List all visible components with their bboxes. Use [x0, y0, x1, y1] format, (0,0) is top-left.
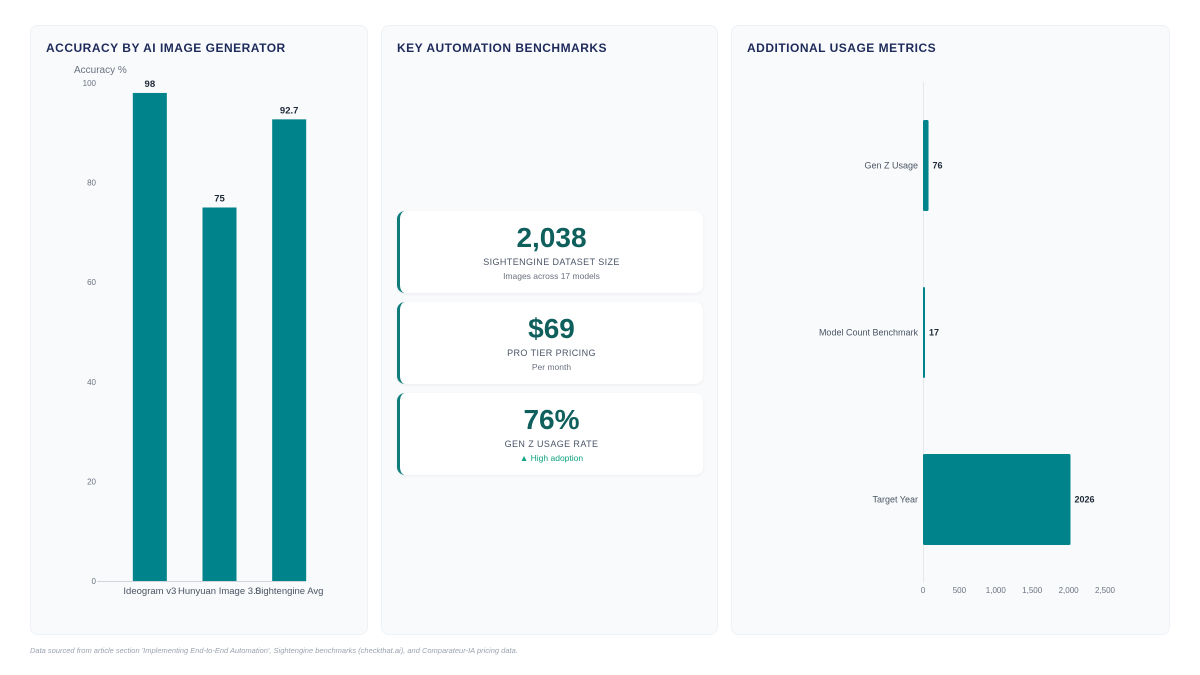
y-tick-label: 80: [87, 179, 96, 188]
x-tick-label: Ideogram v3: [123, 586, 176, 597]
kpi-trend-text: ▲ High adoption: [519, 453, 584, 463]
kpi-value: 2,038: [516, 222, 587, 253]
bar-1: [923, 287, 925, 378]
y-tick-label: 100: [83, 79, 97, 88]
data-label: 75: [214, 194, 225, 205]
data-label: 17: [929, 328, 939, 338]
kpi-card-dataset-size: 2,038 SIGHTENGINE DATASET SIZE Images ac…: [397, 211, 703, 293]
bar-2: [923, 454, 1071, 545]
y-tick-label: 0: [92, 577, 97, 586]
kpi-value: $69: [528, 313, 575, 344]
x-tick-label: 0: [921, 586, 926, 595]
bar-1: [202, 207, 237, 581]
benchmarks-panel: KEY AUTOMATION BENCHMARKS 2,038 SIGHTENG…: [381, 25, 718, 635]
x-tick-label: Hunyuan Image 3.0: [178, 586, 261, 597]
x-tick-label: Sightengine Avg: [255, 586, 324, 597]
y-tick-label: Gen Z Usage: [864, 161, 918, 171]
x-tick-label: 2,000: [1059, 586, 1080, 595]
usage-hbar-chart: 0 500 1,000 1,500 2,000 2,500 76 Gen Z Usage 17 M…: [819, 82, 1116, 595]
data-label: 76: [933, 161, 943, 171]
y-tick-label: 60: [87, 278, 96, 287]
y-tick-label: 40: [87, 378, 96, 387]
bar-2: [272, 119, 307, 581]
kpi-subtext: Per month: [531, 362, 572, 372]
accuracy-chart-title: ACCURACY BY AI IMAGE GENERATOR: [46, 41, 286, 55]
x-tick-label: 1,000: [986, 586, 1007, 595]
kpi-label: SIGHTENGINE DATASET SIZE: [483, 257, 620, 267]
data-label: 2026: [1074, 495, 1094, 505]
kpi-card-pro-pricing: $69 PRO TIER PRICING Per month: [397, 302, 703, 384]
kpi-label: GEN Z USAGE RATE: [504, 439, 599, 449]
kpi-subtext: Images across 17 models: [503, 271, 600, 281]
bar-0: [132, 92, 167, 582]
y-tick-label: Model Count Benchmark: [819, 328, 919, 338]
bar-0: [923, 120, 929, 211]
y-tick-label: 20: [87, 477, 96, 486]
kpi-value: 76%: [523, 404, 580, 435]
kpi-label: PRO TIER PRICING: [507, 348, 596, 358]
y-axis-label: Accuracy %: [74, 65, 127, 76]
data-label: 98: [145, 79, 156, 90]
data-label: 92.7: [280, 105, 299, 116]
x-tick-label: 2,500: [1095, 586, 1116, 595]
source-footnote: Data sourced from article section 'Imple…: [30, 646, 518, 655]
x-tick-label: 500: [953, 586, 967, 595]
usage-metrics-title: ADDITIONAL USAGE METRICS: [747, 41, 937, 55]
accuracy-bar-chart: Accuracy % 100 80 60 40 20 0 98 Ideogram v3 75 Hun…: [74, 65, 324, 597]
benchmarks-title: KEY AUTOMATION BENCHMARKS: [397, 41, 608, 55]
usage-metrics-panel: ADDITIONAL USAGE METRICS 0 500 1,000 1,500 2…: [731, 25, 1170, 635]
x-tick-label: 1,500: [1022, 586, 1043, 595]
kpi-card-genz-usage: 76% GEN Z USAGE RATE ▲ High adoption: [397, 393, 703, 475]
accuracy-chart-panel: ACCURACY BY AI IMAGE GENERATOR Accuracy …: [30, 25, 368, 635]
y-tick-label: Target Year: [872, 495, 918, 505]
